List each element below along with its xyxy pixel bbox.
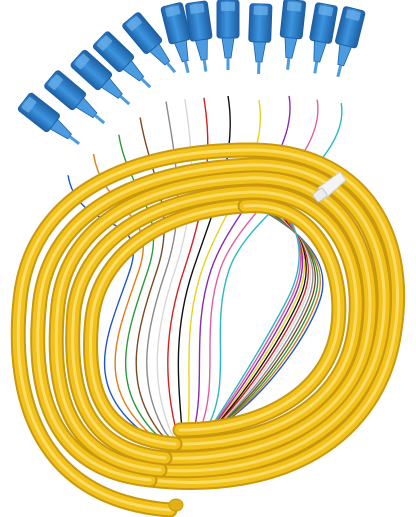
jacket-loop-highlight <box>71 190 358 460</box>
sc-connector <box>248 3 273 75</box>
jacket-loop-highlight <box>16 148 400 512</box>
sc-connector <box>335 6 366 78</box>
cable-tie <box>312 171 347 203</box>
sc-connector <box>279 0 307 70</box>
sc-connector <box>309 2 338 74</box>
sc-connector <box>92 31 152 89</box>
jacket-loop-highlight <box>36 163 386 482</box>
jacket-loop-highlight <box>89 204 247 446</box>
sc-connector-group <box>17 0 366 146</box>
yellow-jacket-coil <box>10 142 406 517</box>
sc-connector <box>216 0 240 70</box>
sc-connector <box>44 70 106 125</box>
jacket-cut-end <box>168 498 184 512</box>
sc-connector <box>70 49 131 106</box>
sc-connector <box>17 92 81 146</box>
sc-connector <box>122 12 177 74</box>
sc-connector <box>185 0 213 72</box>
jacket-loop-highlight <box>54 176 372 472</box>
sc-connector <box>160 2 191 74</box>
jacket-loop-highlight <box>178 204 341 432</box>
